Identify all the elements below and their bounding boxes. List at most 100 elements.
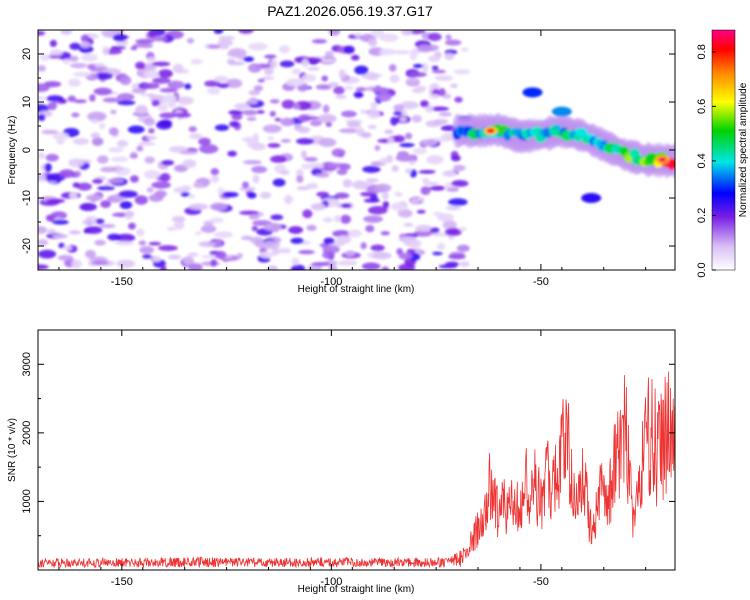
spectrogram-noise-cell: [207, 87, 221, 95]
spectrogram-noise-cell: [160, 265, 167, 270]
spectrogram-noise-cell: [247, 192, 257, 199]
spectrogram-noise-cell: [400, 30, 413, 36]
spectrogram-noise-cell: [428, 93, 440, 99]
spectrogram-noise-cell: [417, 44, 433, 53]
spectrogram-noise-cell: [38, 113, 46, 122]
spectrogram-noise-cell: [307, 66, 320, 71]
spectrogram-noise-cell: [429, 185, 446, 191]
spectrogram-noise-cell: [393, 135, 405, 143]
y-tick-label: 20: [21, 48, 33, 60]
spectrogram-noise-cell: [409, 159, 416, 166]
spectrogram-noise-cell: [38, 30, 46, 36]
spectrogram-noise-cell: [322, 250, 335, 259]
spectrogram-noise-cell: [215, 238, 222, 247]
spectrogram-noise-cell: [110, 45, 126, 50]
spectrogram-noise-cell: [301, 58, 309, 68]
spectrogram-noise-cell: [252, 174, 260, 184]
spectrogram-noise-cell: [143, 70, 160, 79]
colorbar-tick-label: 0.6: [696, 99, 708, 114]
spectrogram-noise-cell: [304, 156, 318, 162]
spectrogram-noise-cell: [321, 75, 329, 82]
spectrogram-noise-cell: [192, 182, 204, 188]
spectrogram-noise-cell: [140, 43, 154, 49]
spectrogram-noise-cell: [296, 175, 304, 183]
spectrogram-noise-cell: [319, 243, 329, 248]
colorbar-tick-label: 0.4: [696, 153, 708, 168]
spectrogram-noise-cell: [406, 248, 416, 255]
spectrogram-noise-cell: [87, 63, 96, 70]
spectrogram-noise-cell: [222, 191, 239, 198]
spectrogram-noise-cell: [372, 87, 389, 93]
spectrogram-noise-cell: [107, 233, 122, 241]
spectrogram-hot-spot: [486, 128, 495, 134]
spectrogram-noise-cell: [302, 209, 313, 219]
spectrogram-noise-cell: [56, 138, 65, 145]
spectrogram-noise-cell: [151, 35, 167, 42]
spectrogram-noise-cell: [72, 182, 81, 188]
spectrogram-noise-cell: [448, 198, 468, 206]
spectrogram-noise-cell: [256, 110, 265, 114]
spectrogram-noise-cell: [44, 163, 52, 173]
colorbar-gradient: [711, 29, 736, 271]
spectrogram-noise-cell: [46, 198, 65, 204]
spectrogram-noise-cell: [370, 101, 378, 111]
spectrogram-noise-cell: [52, 233, 69, 239]
spectrogram-noise-cell: [296, 126, 311, 134]
spectrogram-noise-cell: [214, 124, 230, 131]
spectrogram-noise-cell: [147, 30, 157, 39]
spectrogram-noise-cell: [131, 88, 147, 94]
spectrogram-noise-cell: [362, 165, 381, 173]
spectrogram-noise-cell: [264, 54, 277, 59]
spectrogram-noise-cell: [315, 84, 332, 90]
spectrogram-noise-cell: [158, 245, 178, 251]
snr-frame: [37, 329, 676, 571]
spectrogram-noise-cell: [379, 48, 396, 56]
spectrogram-noise-cell: [407, 71, 427, 78]
spectrogram-noise-cell: [336, 235, 352, 244]
spectrogram-noise-cell: [448, 254, 466, 260]
spectrogram-noise-cell: [269, 110, 276, 117]
spectrogram-noise-cell: [361, 262, 381, 270]
spectrogram-noise-cell: [328, 81, 339, 88]
spectrogram-noise-cell: [296, 168, 304, 178]
spectrogram-noise-cell: [453, 164, 465, 172]
spectrogram-noise-cell: [239, 210, 260, 216]
spectrogram-noise-cell: [72, 71, 92, 77]
spectrogram-noise-cell: [210, 202, 228, 211]
spectrogram-noise-cell: [228, 48, 247, 58]
spectrogram-noise-cell: [251, 225, 258, 232]
spectrogram-noise-cell: [188, 262, 203, 270]
spectrogram-noise-cell: [399, 116, 407, 123]
spectrogram-noise-cell: [58, 242, 65, 249]
spectrogram-noise-cell: [376, 92, 392, 102]
spectrogram-noise-cell: [379, 33, 399, 42]
spectrogram-noise-cell: [143, 117, 156, 126]
spectrogram-noise-cell: [431, 65, 439, 71]
spectrogram-noise-cell: [77, 182, 92, 191]
spectrogram-noise-cell: [285, 78, 305, 87]
spectrogram-noise-cell: [283, 194, 293, 205]
spectrogram-noise-cell: [155, 120, 173, 130]
spectrogram-noise-cell: [437, 243, 446, 251]
spectrogram-noise-cell: [343, 45, 355, 54]
spectrogram-noise-cell: [229, 120, 240, 128]
spectrogram-noise-cell: [162, 94, 177, 104]
spectrogram-noise-cell: [337, 260, 358, 266]
spectrogram-noise-cell: [73, 99, 87, 104]
spectrogram-noise-cell: [394, 191, 403, 197]
spectrogram-noise-cell: [271, 247, 280, 256]
spectrogram-noise-cell: [454, 96, 463, 103]
spectrogram-noise-cell: [359, 109, 367, 114]
spectrogram-noise-cell: [277, 247, 292, 254]
spectrogram-noise-cell: [422, 177, 430, 184]
x-tick-label: -50: [533, 276, 549, 288]
spectrogram-noise-cell: [92, 178, 104, 184]
spectrogram-noise-cell: [93, 87, 113, 96]
spectrogram-noise-cell: [117, 100, 136, 106]
spectrogram-noise-cell: [263, 222, 282, 232]
spectrogram-noise-cell: [301, 150, 308, 160]
spectrogram-noise-cell: [296, 186, 310, 191]
spectrogram-noise-cell: [100, 166, 117, 173]
spectrogram-noise-cell: [218, 35, 235, 41]
spectrogram-noise-cell: [110, 156, 129, 163]
